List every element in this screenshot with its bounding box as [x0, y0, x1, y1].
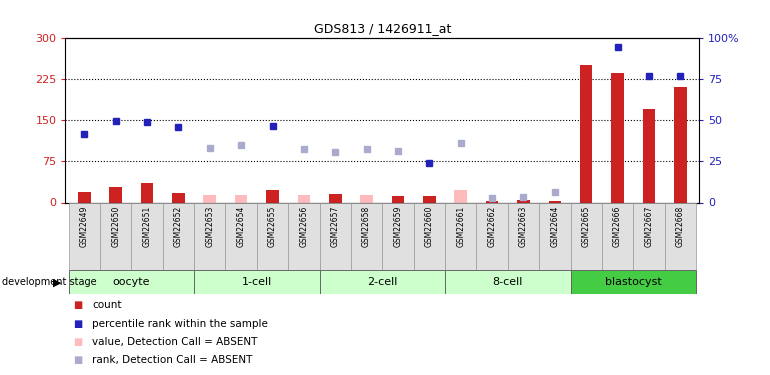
Text: GSM22657: GSM22657 [331, 206, 340, 247]
Text: ■: ■ [73, 337, 82, 347]
Text: GSM22668: GSM22668 [676, 206, 685, 247]
Text: GSM22654: GSM22654 [236, 206, 246, 247]
FancyBboxPatch shape [445, 202, 477, 270]
Bar [235, 195, 247, 202]
Text: GSM22665: GSM22665 [581, 206, 591, 247]
FancyBboxPatch shape [194, 270, 320, 294]
Bar [580, 65, 592, 203]
Bar [674, 87, 687, 202]
FancyBboxPatch shape [257, 202, 288, 270]
Text: percentile rank within the sample: percentile rank within the sample [92, 319, 268, 328]
FancyBboxPatch shape [571, 270, 696, 294]
Text: ■: ■ [73, 355, 82, 365]
FancyBboxPatch shape [162, 202, 194, 270]
Bar [172, 193, 185, 202]
FancyBboxPatch shape [226, 202, 257, 270]
Text: ▶: ▶ [53, 277, 62, 287]
FancyBboxPatch shape [539, 202, 571, 270]
Text: GSM22651: GSM22651 [142, 206, 152, 247]
Text: GSM22652: GSM22652 [174, 206, 183, 247]
Text: 1-cell: 1-cell [242, 277, 272, 287]
FancyBboxPatch shape [351, 202, 382, 270]
FancyBboxPatch shape [382, 202, 413, 270]
Text: GSM22664: GSM22664 [551, 206, 559, 247]
Text: development stage: development stage [2, 277, 96, 287]
Text: oocyte: oocyte [112, 277, 150, 287]
Text: count: count [92, 300, 122, 310]
Bar [141, 183, 153, 203]
Bar [392, 196, 404, 202]
FancyBboxPatch shape [69, 270, 194, 294]
FancyBboxPatch shape [69, 202, 100, 270]
Text: GSM22663: GSM22663 [519, 206, 528, 247]
Bar [548, 201, 561, 202]
Text: GSM22649: GSM22649 [80, 206, 89, 247]
Text: blastocyst: blastocyst [605, 277, 661, 287]
FancyBboxPatch shape [477, 202, 507, 270]
Text: GSM22658: GSM22658 [362, 206, 371, 247]
Bar [486, 201, 498, 202]
Text: ■: ■ [73, 300, 82, 310]
FancyBboxPatch shape [132, 202, 162, 270]
FancyBboxPatch shape [507, 202, 539, 270]
Text: GSM22666: GSM22666 [613, 206, 622, 247]
Text: GSM22656: GSM22656 [300, 206, 308, 247]
FancyBboxPatch shape [100, 202, 132, 270]
FancyBboxPatch shape [602, 202, 633, 270]
Text: GSM22661: GSM22661 [457, 206, 465, 247]
Text: GSM22653: GSM22653 [206, 206, 214, 247]
FancyBboxPatch shape [194, 202, 226, 270]
Bar [297, 195, 310, 202]
FancyBboxPatch shape [320, 202, 351, 270]
Bar [423, 196, 436, 202]
Bar [266, 190, 279, 202]
Text: GSM22660: GSM22660 [425, 206, 434, 247]
FancyBboxPatch shape [633, 202, 665, 270]
FancyBboxPatch shape [413, 202, 445, 270]
FancyBboxPatch shape [320, 270, 445, 294]
Bar [78, 192, 91, 202]
FancyBboxPatch shape [288, 202, 320, 270]
Bar [611, 73, 624, 202]
Text: GSM22662: GSM22662 [487, 206, 497, 247]
Title: GDS813 / 1426911_at: GDS813 / 1426911_at [313, 22, 451, 35]
Text: 8-cell: 8-cell [493, 277, 523, 287]
FancyBboxPatch shape [665, 202, 696, 270]
Bar [360, 195, 373, 202]
Text: 2-cell: 2-cell [367, 277, 397, 287]
FancyBboxPatch shape [445, 270, 571, 294]
Text: GSM22667: GSM22667 [644, 206, 654, 247]
Bar [643, 109, 655, 202]
Bar [203, 195, 216, 202]
Text: value, Detection Call = ABSENT: value, Detection Call = ABSENT [92, 337, 258, 347]
Bar [109, 187, 122, 202]
Text: GSM22659: GSM22659 [393, 206, 403, 247]
Text: GSM22655: GSM22655 [268, 206, 277, 247]
Bar [517, 200, 530, 202]
Text: GSM22650: GSM22650 [111, 206, 120, 247]
FancyBboxPatch shape [571, 202, 602, 270]
Bar [454, 190, 467, 202]
Text: rank, Detection Call = ABSENT: rank, Detection Call = ABSENT [92, 355, 253, 365]
Text: ■: ■ [73, 319, 82, 328]
Bar [329, 194, 342, 202]
